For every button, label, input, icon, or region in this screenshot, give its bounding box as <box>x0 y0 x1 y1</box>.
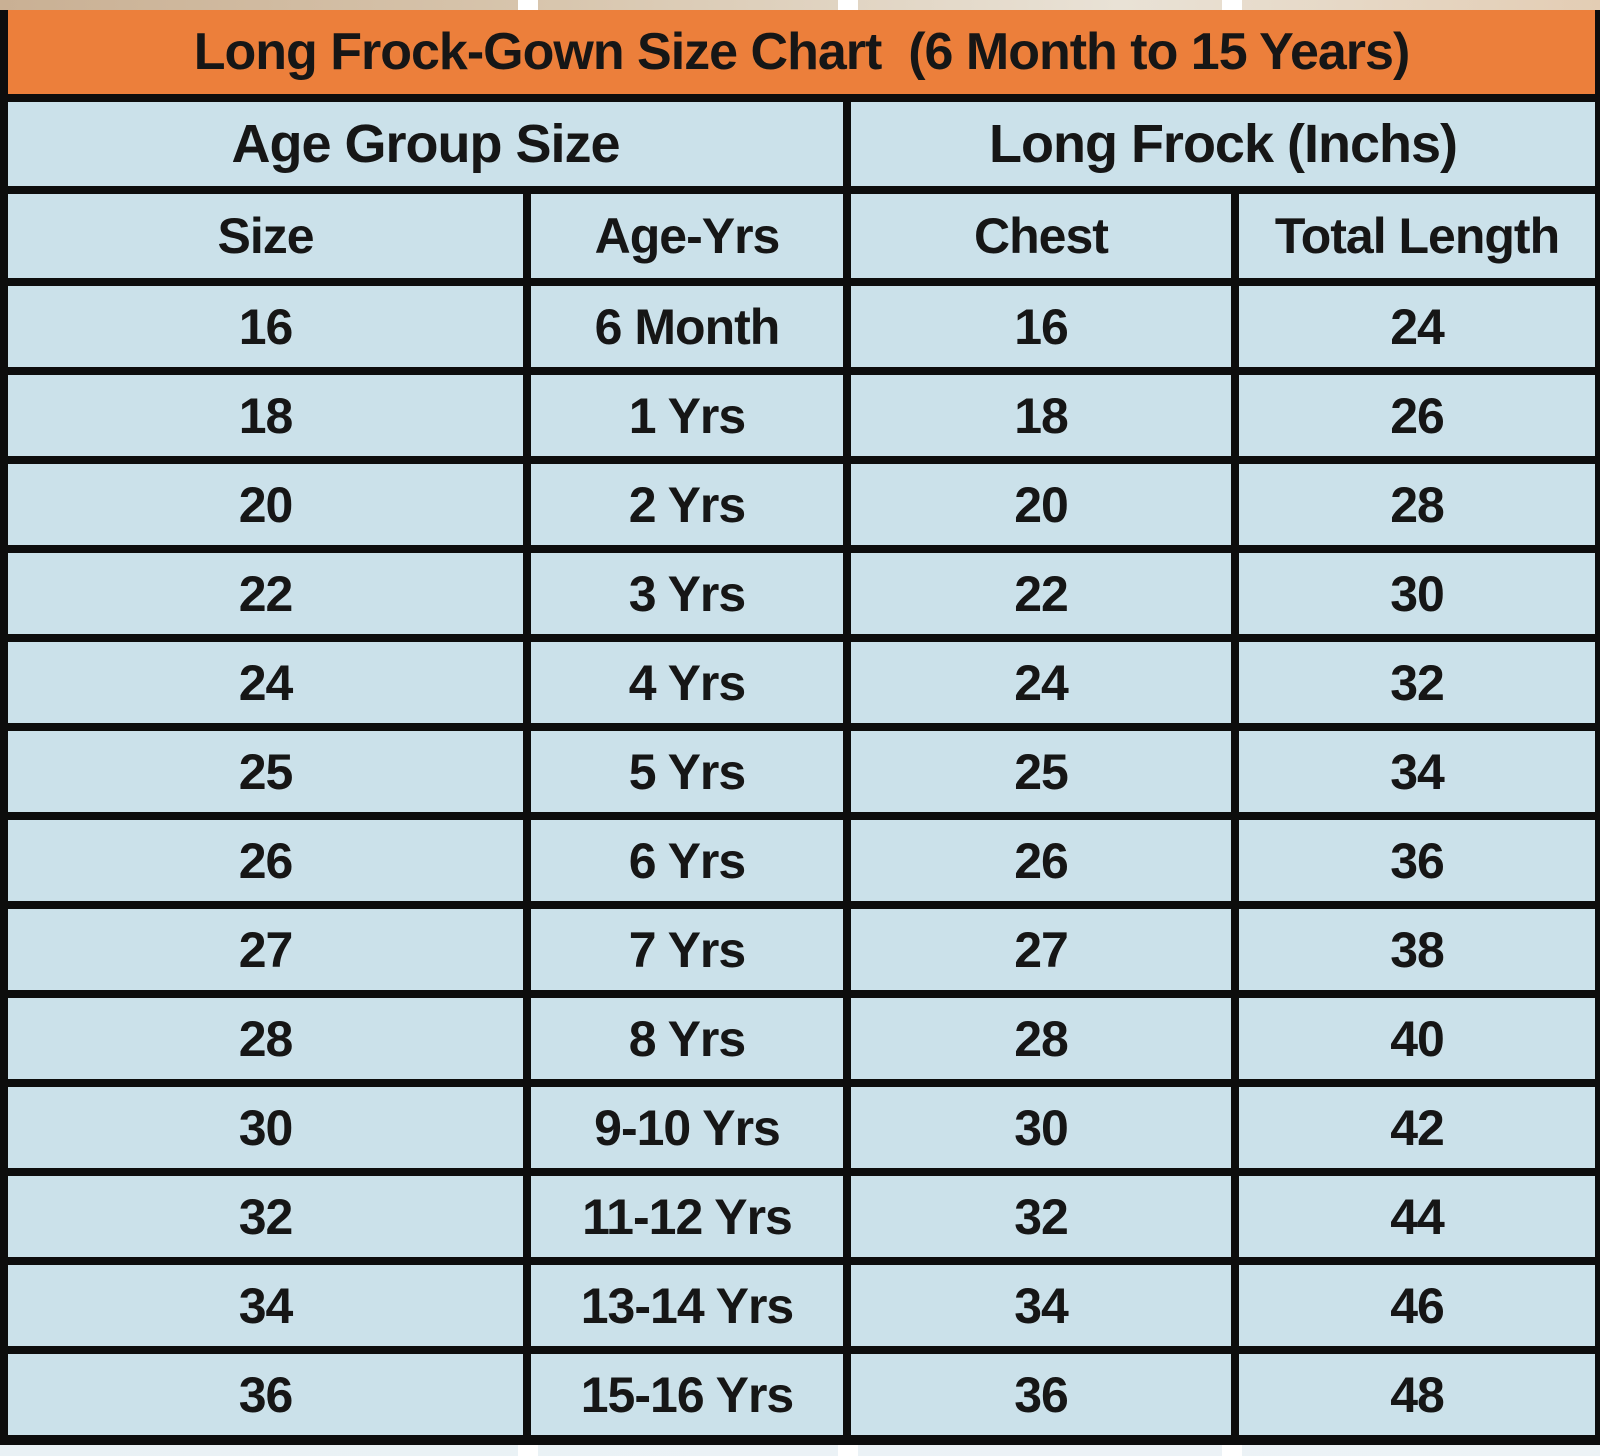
table-cell: 3 Yrs <box>531 553 843 634</box>
group-header-age-group-size: Age Group Size <box>8 102 843 186</box>
table-cell: 1 Yrs <box>531 375 843 456</box>
table-cell: 16 <box>851 286 1231 367</box>
table-cell: 25 <box>8 731 523 812</box>
size-chart-table: Long Frock-Gown Size Chart (6 Month to 1… <box>0 10 1600 1445</box>
table-cell: 13-14 Yrs <box>531 1265 843 1346</box>
table-cell: 44 <box>1239 1176 1595 1257</box>
table-cell: 16 <box>8 286 523 367</box>
table-cell: 30 <box>851 1087 1231 1168</box>
cropped-row-strip-bottom <box>0 1445 1600 1456</box>
table-cell: 24 <box>851 642 1231 723</box>
table-cell: 30 <box>1239 553 1595 634</box>
table-cell: 6 Yrs <box>531 820 843 901</box>
table-cell: 24 <box>1239 286 1595 367</box>
table-cell: 42 <box>1239 1087 1595 1168</box>
table-cell: 46 <box>1239 1265 1595 1346</box>
table-cell: 34 <box>851 1265 1231 1346</box>
table-cell: 34 <box>8 1265 523 1346</box>
table-cell: 36 <box>1239 820 1595 901</box>
column-header-size: Size <box>8 194 523 278</box>
table-cell: 36 <box>8 1354 523 1435</box>
table-cell: 28 <box>1239 464 1595 545</box>
column-header-total-length: Total Length <box>1239 194 1595 278</box>
table-cell: 11-12 Yrs <box>531 1176 843 1257</box>
table-cell: 32 <box>8 1176 523 1257</box>
table-cell: 22 <box>8 553 523 634</box>
table-cell: 48 <box>1239 1354 1595 1435</box>
table-cell: 28 <box>851 998 1231 1079</box>
table-cell: 7 Yrs <box>531 909 843 990</box>
table-cell: 36 <box>851 1354 1231 1435</box>
table-cell: 20 <box>851 464 1231 545</box>
table-cell: 2 Yrs <box>531 464 843 545</box>
table-cell: 27 <box>8 909 523 990</box>
table-cell: 25 <box>851 731 1231 812</box>
table-cell: 5 Yrs <box>531 731 843 812</box>
table-cell: 30 <box>8 1087 523 1168</box>
column-header-chest: Chest <box>851 194 1231 278</box>
table-cell: 26 <box>851 820 1231 901</box>
table-cell: 18 <box>8 375 523 456</box>
table-cell: 34 <box>1239 731 1595 812</box>
table-cell: 32 <box>1239 642 1595 723</box>
table-cell: 40 <box>1239 998 1595 1079</box>
table-cell: 38 <box>1239 909 1595 990</box>
table-cell: 27 <box>851 909 1231 990</box>
table-cell: 18 <box>851 375 1231 456</box>
table-cell: 9-10 Yrs <box>531 1087 843 1168</box>
table-cell: 22 <box>851 553 1231 634</box>
table-cell: 4 Yrs <box>531 642 843 723</box>
table-cell: 8 Yrs <box>531 998 843 1079</box>
table-cell: 20 <box>8 464 523 545</box>
table-title: Long Frock-Gown Size Chart (6 Month to 1… <box>8 10 1595 94</box>
table-cell: 15-16 Yrs <box>531 1354 843 1435</box>
table-cell: 6 Month <box>531 286 843 367</box>
column-header-age-yrs: Age-Yrs <box>531 194 843 278</box>
group-header-long-frock-inchs: Long Frock (Inchs) <box>851 102 1595 186</box>
table-cell: 28 <box>8 998 523 1079</box>
table-cell: 32 <box>851 1176 1231 1257</box>
table-cell: 24 <box>8 642 523 723</box>
table-cell: 26 <box>8 820 523 901</box>
cropped-row-strip-top <box>0 0 1600 10</box>
table-cell: 26 <box>1239 375 1595 456</box>
